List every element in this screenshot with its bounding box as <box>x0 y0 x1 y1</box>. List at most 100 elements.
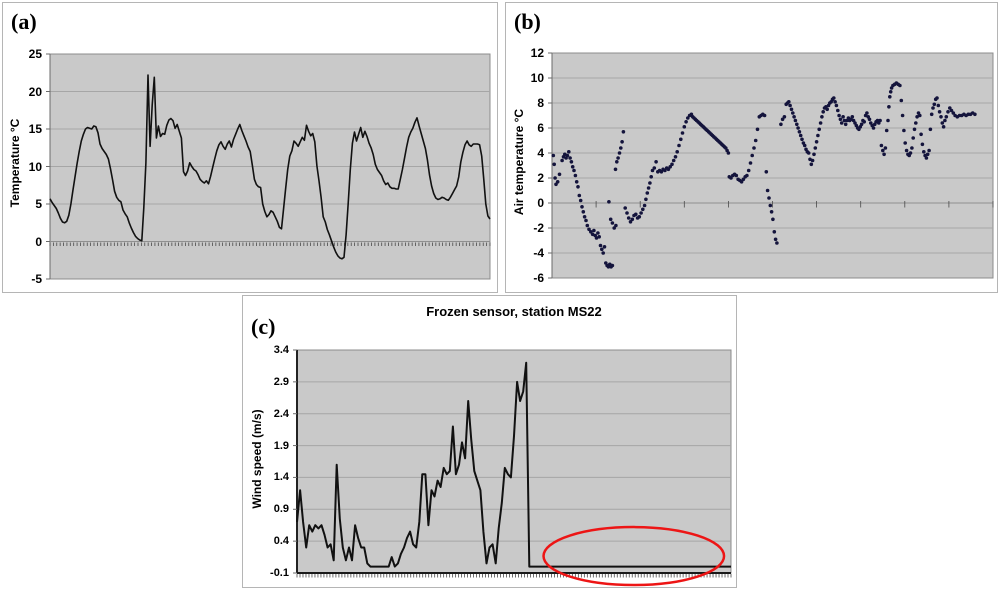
y-tick-label: 2.4 <box>273 407 289 420</box>
air-temperature-scatter-point <box>775 241 779 245</box>
wind-speed-line <box>296 361 731 568</box>
air-temperature-scatter-point <box>910 146 914 150</box>
air-temperature-scatter-point <box>619 146 623 150</box>
air-temperature-scatter-point <box>654 160 658 164</box>
air-temperature-scatter-point <box>551 153 556 158</box>
y-tick-label: 0 <box>537 196 544 210</box>
panel-b: (b) Air temperature °C 12 10 8 6 4 2 0 -2 -4 -6 <box>505 2 998 293</box>
air-temperature-scatter-point <box>597 235 601 239</box>
panel-b-letter: (b) <box>514 9 541 34</box>
air-temperature-scatter-point <box>608 217 613 222</box>
chart-c-canvas <box>293 349 732 587</box>
air-temperature-scatter-point <box>650 168 655 173</box>
air-temperature-scatter-point <box>652 166 657 170</box>
air-temperature-scatter-point <box>912 127 917 132</box>
air-temperature-scatter-point <box>924 156 929 160</box>
air-temperature-scatter-point <box>796 126 800 130</box>
y-tick-label: 20 <box>28 84 42 99</box>
air-temperature-scatter-point <box>680 131 685 135</box>
air-temperature-scatter-point <box>673 155 678 159</box>
y-tick-label: 1.9 <box>273 439 289 452</box>
air-temperature-scatter-point <box>795 122 799 127</box>
air-temperature-scatter-point <box>859 122 864 127</box>
y-tick-label: 3.4 <box>273 344 289 356</box>
air-temperature-scatter-point <box>914 121 918 125</box>
air-temperature-scatter-point <box>552 162 556 167</box>
air-temperature-scatter-point <box>865 111 869 115</box>
air-temperature-scatter-point <box>911 136 915 140</box>
air-temperature-scatter-point <box>644 197 648 202</box>
air-temperature-scatter-point <box>797 130 802 134</box>
air-temperature-scatter-point <box>726 151 731 155</box>
air-temperature-scatter-point <box>682 125 687 129</box>
air-temperature-scatter-point <box>668 165 672 169</box>
panel-c-letter: (c) <box>251 314 276 339</box>
chart-b-y-axis-title: Air temperature °C <box>512 108 526 216</box>
air-temperature-scatter-point <box>580 205 584 209</box>
air-temperature-scatter-point <box>779 122 783 127</box>
air-temperature-scatter-point <box>888 95 892 99</box>
air-temperature-scatter-point <box>922 150 926 154</box>
air-temperature-scatter-point <box>900 113 905 118</box>
air-temperature-scatter-point <box>578 198 583 203</box>
air-temperature-scatter-point <box>572 168 576 173</box>
y-tick-label: -4 <box>533 246 544 260</box>
air-temperature-scatter-point <box>670 162 674 167</box>
y-tick-label: 12 <box>530 46 544 60</box>
air-temperature-scatter-point <box>765 188 770 193</box>
air-temperature-scatter-point <box>791 111 795 115</box>
frozen-sensor-annotation-ellipse <box>542 525 726 587</box>
air-temperature-scatter-point <box>780 117 785 122</box>
air-temperature-scatter-point <box>925 152 930 157</box>
air-temperature-scatter-point <box>555 180 560 184</box>
air-temperature-scatter-point <box>602 245 607 249</box>
air-temperature-scatter-point <box>684 120 688 124</box>
air-temperature-scatter-point <box>648 181 652 185</box>
air-temperature-scatter-point <box>679 137 683 142</box>
air-temperature-scatter-point <box>620 140 624 144</box>
air-temperature-scatter-point <box>793 118 798 123</box>
air-temperature-scatter-point <box>607 200 611 204</box>
air-temperature-scatter-point <box>734 173 739 178</box>
air-temperature-scatter-point <box>748 161 753 165</box>
air-temperature-scatter-point <box>862 120 866 124</box>
air-temperature-scatter-point <box>940 121 945 125</box>
air-temperature-scatter-point <box>902 128 906 133</box>
air-temperature-scatter-point <box>739 180 744 184</box>
air-temperature-scatter-point <box>810 158 815 163</box>
air-temperature-scatter-point <box>871 126 876 130</box>
air-temperature-scatter-point <box>625 211 629 215</box>
air-temperature-scatter-point <box>752 146 756 150</box>
y-tick-label: -0.1 <box>270 567 289 579</box>
air-temperature-scatter-point <box>553 176 557 180</box>
air-temperature-scatter-point <box>565 153 570 158</box>
air-temperature-scatter-point <box>598 243 603 248</box>
air-temperature-scatter-point <box>814 140 819 144</box>
air-temperature-scatter-point <box>576 185 580 189</box>
y-tick-label: -5 <box>31 272 42 286</box>
air-temperature-scatter-point <box>832 96 836 100</box>
air-temperature-scatter-point <box>915 115 919 119</box>
air-temperature-scatter-point <box>617 151 622 155</box>
air-temperature-scatter-point <box>837 113 841 118</box>
air-temperature-scatter-point <box>798 133 803 138</box>
air-temperature-scatter-point <box>899 98 904 103</box>
air-temperature-scatter-point <box>817 127 821 132</box>
air-temperature-scatter-point <box>592 228 596 233</box>
y-tick-label: 8 <box>537 96 544 110</box>
air-temperature-scatter-point <box>882 152 886 157</box>
air-temperature-scatter-point <box>943 118 947 123</box>
y-tick-label: 4 <box>537 146 544 160</box>
air-temperature-scatter-point <box>789 107 794 112</box>
air-temperature-scatter-point <box>881 148 885 153</box>
air-temperature-scatter-point <box>614 223 618 228</box>
air-temperature-scatter-point <box>560 158 564 163</box>
air-temperature-scatter-point <box>762 113 767 118</box>
air-temperature-scatter-point <box>800 137 804 142</box>
air-temperature-scatter-point <box>908 151 913 155</box>
air-temperature-scatter-point <box>792 115 796 119</box>
air-temperature-scatter-point <box>931 106 935 110</box>
air-temperature-scatter-point <box>787 100 791 104</box>
air-temperature-scatter-point <box>919 132 923 137</box>
